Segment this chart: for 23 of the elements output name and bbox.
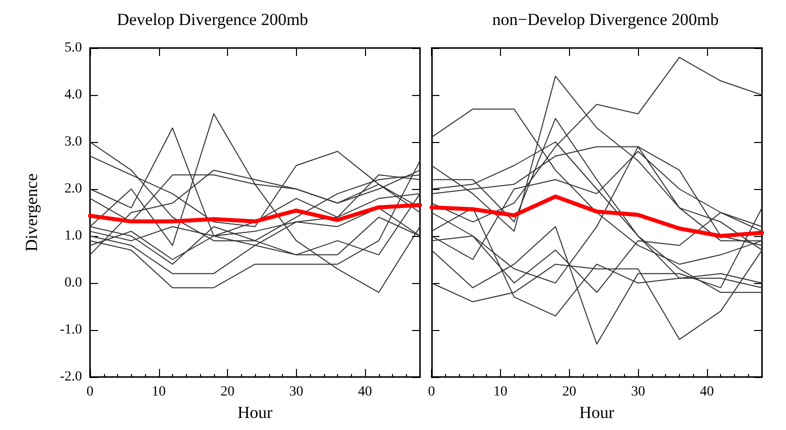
y-tick-label: 2.0	[64, 182, 82, 196]
x-tick-label: 20	[220, 384, 234, 400]
x-axis-title: Hour	[238, 403, 273, 422]
x-tick-label: 0	[428, 384, 435, 400]
x-tick-label: 0	[86, 384, 94, 400]
x-tick-label: 30	[289, 384, 304, 400]
y-tick-label: 4.0	[64, 88, 82, 102]
y-tick-label: -2.0	[60, 370, 82, 384]
x-tick-label: 40	[358, 384, 372, 400]
chart-title: non−Develop Divergence 200mb	[492, 10, 719, 29]
y-tick-label: 1.0	[64, 228, 82, 244]
x-tick-label: 10	[493, 384, 508, 400]
chart-title: Develop Divergence 200mb	[116, 10, 308, 29]
y-axis-title: Divergence	[22, 173, 41, 252]
x-tick-label: 40	[700, 384, 714, 400]
y-tick-label: 0.0	[64, 276, 82, 290]
y-tick-label: -1.0	[60, 322, 82, 338]
y-tick-label: 5.0	[64, 40, 82, 56]
x-tick-label: 20	[562, 384, 576, 400]
x-tick-label: 30	[631, 384, 646, 400]
x-tick-label: 10	[152, 384, 166, 400]
x-axis-title: Hour	[579, 403, 615, 422]
y-tick-label: 3.0	[64, 134, 82, 150]
